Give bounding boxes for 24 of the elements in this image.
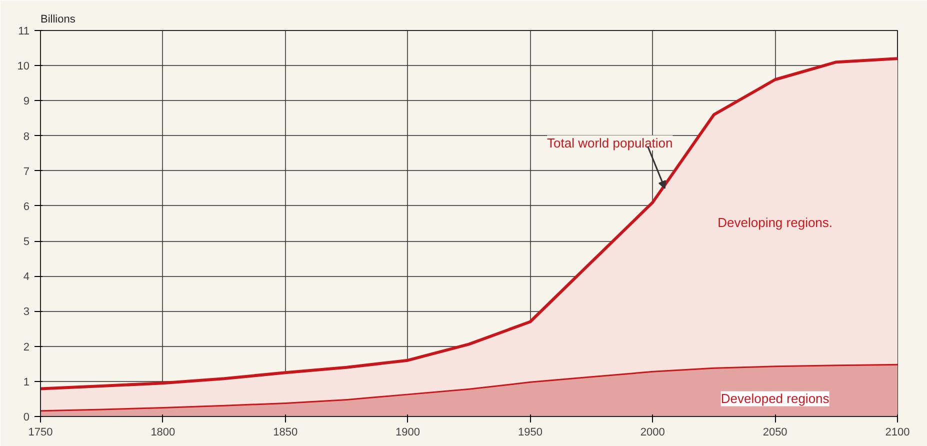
y-tick-label: 11	[18, 26, 30, 38]
x-tick-label: 2050	[762, 426, 788, 438]
y-tick-label: 9	[23, 96, 30, 108]
x-tick-label: 1950	[518, 426, 542, 438]
x-tick-label: 1850	[273, 426, 298, 438]
y-tick-label: 2	[23, 341, 30, 354]
y-tick-label: 4	[23, 271, 30, 284]
x-tick-label: 2000	[640, 426, 665, 438]
y-tick-label: 7	[23, 166, 30, 178]
annotation: Total world population	[547, 135, 673, 150]
y-tick-label: 1	[23, 376, 30, 388]
x-tick-label: 1750	[28, 426, 53, 438]
x-tick-label: 2100	[885, 426, 910, 438]
x-tick-label: 1800	[150, 426, 176, 438]
series-label: Developed regions	[720, 391, 830, 406]
x-tick-label: 1900	[396, 426, 420, 438]
y-tick-label: 0	[23, 412, 30, 424]
y-tick-label: 6	[23, 200, 30, 213]
y-tick-label: 5	[23, 236, 30, 248]
y-tick-label: 10	[17, 60, 30, 73]
y-tick-label: 3	[23, 306, 30, 318]
y-axis-title: Billions	[40, 14, 76, 26]
series-label: Developing regions.	[718, 215, 833, 230]
y-tick-label: 8	[23, 130, 30, 143]
